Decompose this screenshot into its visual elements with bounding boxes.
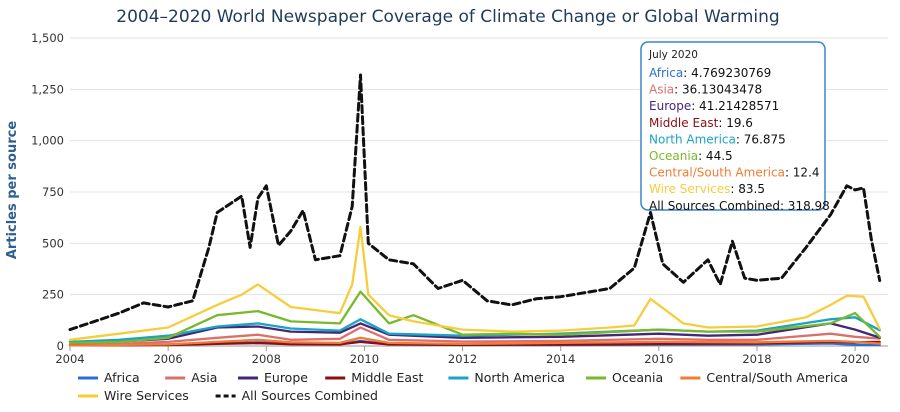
tooltip: July 2020 Africa: 4.769230769 Asia: 36.130… [640, 41, 830, 213]
tooltip-box [640, 41, 826, 211]
chart-title: 2004–2020 World Newspaper Coverage of Cl… [116, 7, 779, 27]
tooltip-row: North America: 76.875 [649, 132, 786, 146]
x-tick-label: 2018 [742, 352, 771, 366]
x-tick-label: 2020 [840, 352, 869, 366]
legend-item-wire-services[interactable]: Wire Services [78, 388, 189, 403]
x-axis: 2004 2006 2008 2010 2012 2014 2016 2018 2020 [55, 346, 870, 366]
y-axis-label: Articles per source [5, 121, 20, 259]
legend-label: Africa [104, 370, 140, 385]
x-tick-label: 2004 [55, 352, 84, 366]
legend-item-central-south-america[interactable]: Central/South America [680, 370, 848, 385]
tooltip-row: Europe: 41.21428571 [649, 99, 779, 113]
legend-item-middle-east[interactable]: Middle East [325, 370, 424, 385]
legend-item-oceania[interactable]: Oceania [586, 370, 663, 385]
tooltip-header: July 2020 [648, 49, 698, 61]
legend-label: Middle East [351, 370, 423, 385]
series-line-north-america[interactable] [68, 316, 881, 344]
tooltip-row: Africa: 4.769230769 [649, 66, 771, 80]
y-tick-label: 1,250 [31, 82, 64, 96]
legend-item-africa[interactable]: Africa [78, 370, 140, 385]
y-tick-label: 500 [42, 236, 64, 250]
legend-label: Oceania [612, 370, 663, 385]
y-axis-ticks: 0 250 500 750 1,000 1,250 1,500 [31, 31, 64, 353]
y-tick-label: 250 [42, 288, 64, 302]
series-line-central-south-america[interactable] [68, 336, 881, 347]
y-tick-label: 1,500 [31, 31, 64, 45]
legend-item-north-america[interactable]: North America [448, 370, 565, 385]
tooltip-row: All Sources Combined: 318.98 [649, 199, 830, 213]
legend-item-asia[interactable]: Asia [165, 370, 217, 385]
tooltip-row: Oceania: 44.5 [649, 149, 733, 163]
series-line-all-sources-combined[interactable] [68, 73, 882, 332]
series-line-wire-services[interactable] [68, 225, 881, 341]
series-lines [68, 73, 882, 347]
x-tick-label: 2010 [350, 352, 379, 366]
tooltip-row: Middle East: 19.6 [649, 116, 753, 130]
legend-label: Asia [191, 370, 217, 385]
series-line-oceania[interactable] [68, 290, 881, 345]
x-tick-label: 2014 [546, 352, 575, 366]
legend: Africa Asia Europe Middle East North America… [78, 370, 848, 403]
tooltip-row: Asia: 36.13043478 [649, 83, 762, 97]
x-tick-label: 2016 [644, 352, 673, 366]
y-tick-label: 750 [42, 185, 64, 199]
legend-label: Europe [264, 370, 308, 385]
legend-label: North America [474, 370, 565, 385]
x-tick-label: 2008 [252, 352, 281, 366]
legend-item-europe[interactable]: Europe [238, 370, 308, 385]
gridlines [70, 37, 888, 347]
legend-item-all-sources-combined[interactable]: All Sources Combined [215, 388, 378, 403]
y-tick-label: 0 [57, 339, 64, 353]
x-tick-label: 2012 [448, 352, 477, 366]
legend-label: Wire Services [104, 388, 189, 403]
series-line-asia[interactable] [68, 326, 881, 347]
y-tick-label: 1,000 [31, 134, 64, 148]
x-tick-label: 2006 [153, 352, 182, 366]
legend-label: Central/South America [706, 370, 848, 385]
tooltip-row: Wire Services: 83.5 [649, 182, 765, 196]
legend-label: All Sources Combined [242, 388, 378, 403]
tooltip-row: Central/South America: 12.4 [649, 166, 820, 180]
